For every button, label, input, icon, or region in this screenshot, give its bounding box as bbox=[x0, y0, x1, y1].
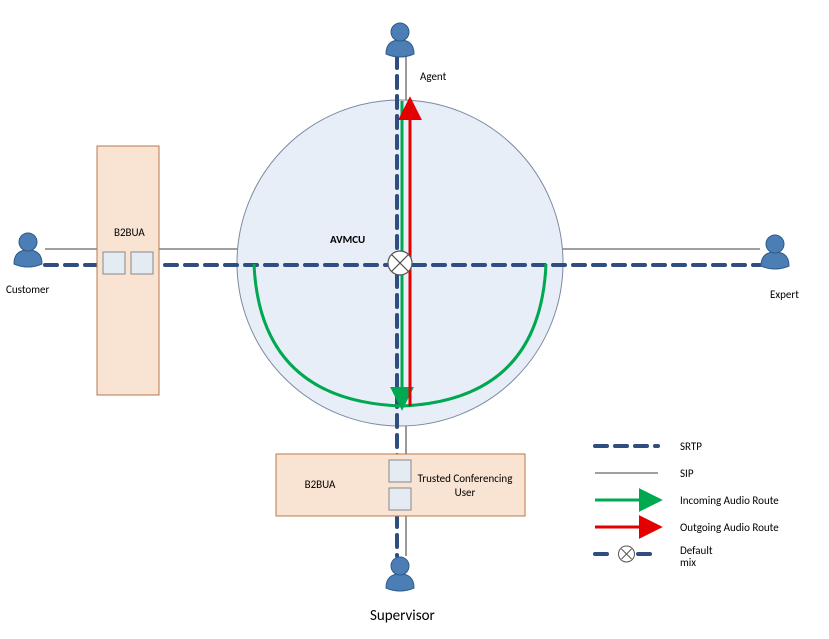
tcu-label-line1: Trusted Conferencing bbox=[418, 472, 513, 485]
supervisor-person-icon bbox=[386, 557, 414, 591]
b2bua-port-bottom-1 bbox=[389, 488, 411, 510]
avmcu-label: AVMCU bbox=[330, 233, 365, 246]
b2bua-label-bottom: B2BUA bbox=[305, 478, 336, 491]
b2bua-port-left-0 bbox=[103, 252, 125, 274]
legend-srtp-label: SRTP bbox=[680, 440, 702, 453]
legend-incoming-label: Incoming Audio Route bbox=[680, 494, 779, 507]
expert-label: Expert bbox=[770, 288, 799, 301]
legend-mix-label-2: mix bbox=[680, 556, 696, 569]
diagram-canvas: AVMCU B2BUA B2BUA Trusted ConferencingUser A… bbox=[0, 0, 829, 639]
customer-label: Customer bbox=[6, 283, 49, 296]
legend-outgoing-label: Outgoing Audio Route bbox=[680, 521, 779, 534]
b2bua-port-bottom-0 bbox=[389, 460, 411, 482]
agent-person-icon bbox=[386, 23, 414, 57]
agent-label: Agent bbox=[420, 70, 447, 83]
b2bua-port-left-1 bbox=[131, 252, 153, 274]
customer-person-icon bbox=[14, 233, 42, 267]
b2bua-label-left: B2BUA bbox=[114, 226, 145, 239]
tcu-label-line2: User bbox=[455, 486, 476, 499]
legend-sip-label: SIP bbox=[680, 467, 694, 480]
supervisor-label: Supervisor bbox=[370, 607, 435, 625]
expert-person-icon bbox=[761, 235, 789, 269]
